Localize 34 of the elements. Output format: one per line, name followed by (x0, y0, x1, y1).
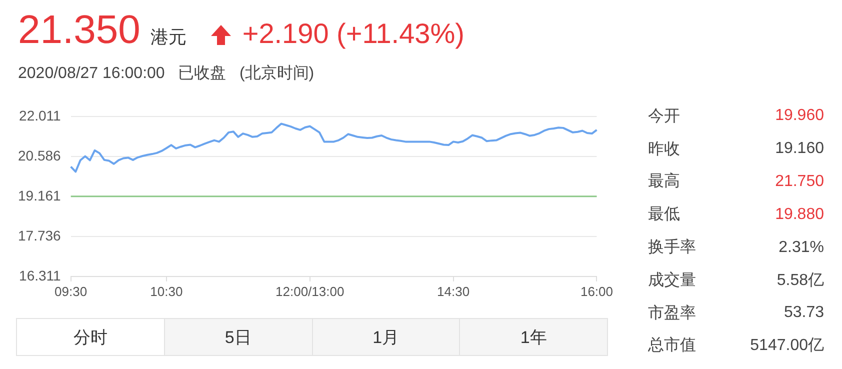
y-tick-label: 22.011 (19, 107, 62, 124)
x-tick-label: 12:00/13:00 (276, 284, 344, 299)
text: 今开 (648, 106, 680, 127)
text: 1年 (459, 319, 607, 355)
text: 5147.00亿 (750, 336, 824, 356)
chart-subtitle: 2020/08/27 16:00:00 已收盘 (北京时间) (18, 64, 314, 84)
text: 成交量 (648, 270, 696, 291)
y-tick-label: 20.586 (18, 147, 62, 164)
chart-title: 21.350 (18, 8, 140, 53)
text: 总市值 (648, 336, 696, 356)
text: 市盈率 (648, 304, 696, 324)
text: 最高 (648, 172, 680, 192)
x-tick-label: 10:30 (150, 284, 183, 299)
y-tick-label: 17.736 (18, 227, 62, 244)
text: 19.880 (775, 206, 824, 224)
text: 5日 (164, 319, 312, 355)
text: 昨收 (648, 140, 680, 160)
text: 换手率 (648, 238, 696, 258)
text: 19.160 (775, 140, 824, 158)
text: 5.58亿 (776, 270, 824, 291)
y-tick-label: 16.311 (19, 267, 62, 284)
x-tick-label: 16:00 (580, 284, 614, 299)
text: 21.750 (775, 172, 824, 191)
text: 港元 (150, 26, 186, 49)
text: 19.960 (775, 107, 824, 126)
text: 53.73 (784, 304, 824, 322)
text: 2.31% (778, 238, 824, 257)
x-tick-label: 14:30 (437, 284, 470, 299)
text: 分时 (17, 319, 164, 355)
text: 最低 (648, 205, 680, 226)
x-tick-label: 09:30 (54, 284, 88, 299)
text: +2.190 (+11.43%) (242, 18, 464, 50)
y-tick-label: 19.161 (18, 187, 62, 204)
text: 1月 (312, 319, 460, 355)
